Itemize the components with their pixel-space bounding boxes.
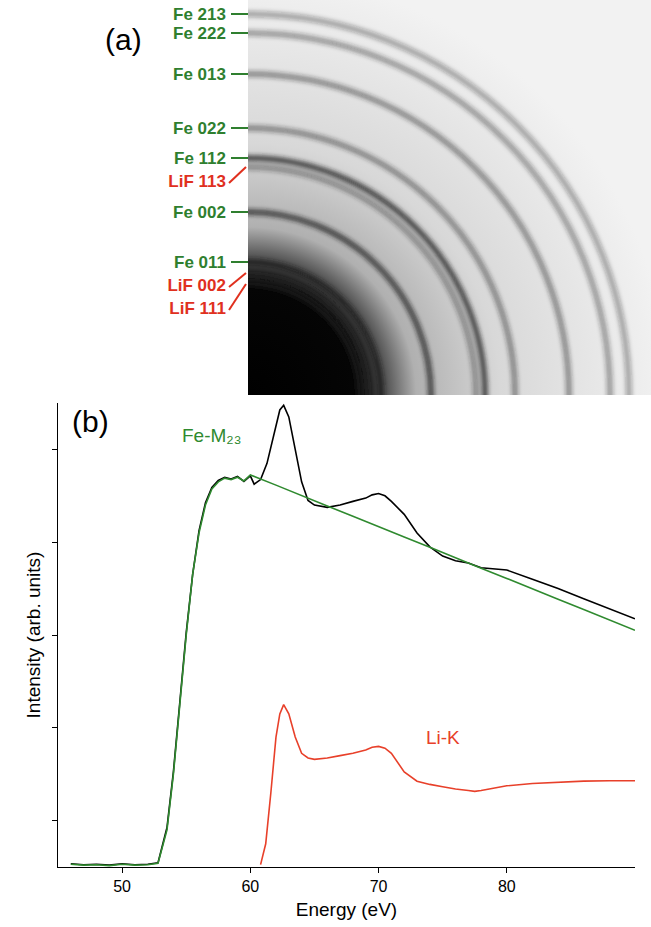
svg-text:60: 60: [241, 878, 259, 895]
svg-text:LiF 111: LiF 111: [169, 299, 226, 318]
svg-text:Li-K: Li-K: [426, 727, 460, 748]
svg-text:Fe 011: Fe 011: [174, 253, 226, 272]
svg-text:80: 80: [498, 878, 516, 895]
svg-text:Fe 112: Fe 112: [174, 149, 226, 168]
svg-text:(a): (a): [105, 23, 142, 56]
svg-text:Energy (eV): Energy (eV): [296, 899, 397, 920]
svg-text:Fe 013: Fe 013: [173, 65, 226, 84]
svg-text:50: 50: [113, 878, 131, 895]
svg-text:Fe-M₂₃: Fe-M₂₃: [182, 425, 241, 446]
svg-text:LiF 113: LiF 113: [168, 172, 226, 191]
svg-text:LiF 002: LiF 002: [167, 276, 226, 295]
svg-text:Fe 213: Fe 213: [173, 5, 226, 24]
svg-text:Fe 222: Fe 222: [173, 24, 226, 43]
svg-text:70: 70: [370, 878, 388, 895]
svg-text:Fe 022: Fe 022: [173, 119, 226, 138]
svg-text:Fe 002: Fe 002: [173, 203, 226, 222]
svg-text:Intensity (arb. units): Intensity (arb. units): [23, 552, 44, 719]
svg-text:(b): (b): [72, 405, 109, 438]
